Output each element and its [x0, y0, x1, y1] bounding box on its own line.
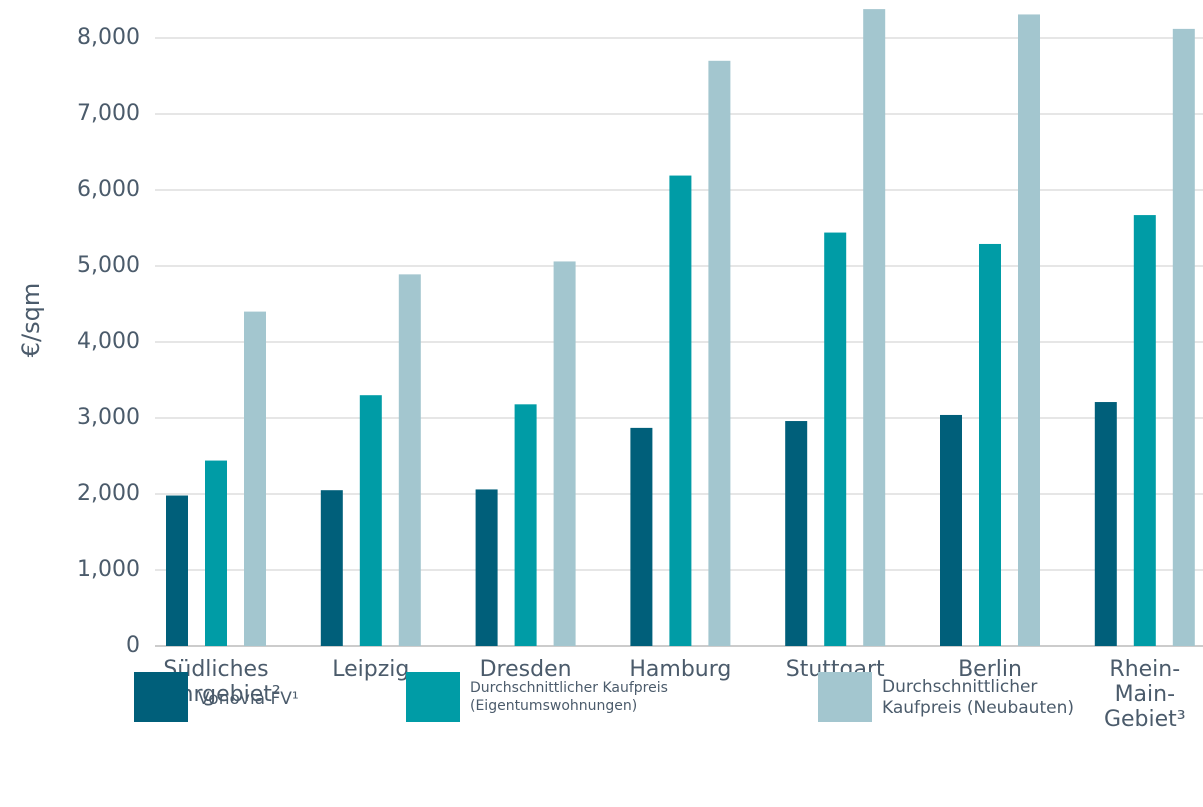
- bar: [630, 427, 653, 646]
- x-tick-label: Dresden: [480, 657, 572, 682]
- y-tick-label: 7,000: [77, 101, 140, 126]
- y-tick-label: 3,000: [77, 405, 140, 430]
- bar: [359, 395, 382, 646]
- y-tick-label: 2,000: [77, 481, 140, 506]
- bar: [205, 460, 227, 646]
- y-tick-label: 8,000: [77, 25, 140, 50]
- x-tick-label: Berlin: [958, 657, 1022, 682]
- bar: [320, 490, 343, 646]
- x-tick-label: Rhein-Main-Gebiet³: [1104, 657, 1186, 732]
- bar: [940, 414, 962, 646]
- bar: [475, 489, 498, 646]
- bar: [1172, 28, 1195, 646]
- legend-swatch: [818, 672, 872, 722]
- bar: [514, 404, 537, 646]
- bar: [1133, 215, 1156, 646]
- bar: [1094, 402, 1117, 646]
- legend-label: Vonovia FV¹: [198, 689, 299, 709]
- bar: [553, 261, 576, 646]
- bar: [785, 421, 808, 646]
- x-tick-label: Hamburg: [629, 657, 731, 682]
- bar: [244, 311, 266, 646]
- bar: [708, 60, 731, 647]
- legend-label: Durchschnittlicher Kaufpreis (Neubauten): [882, 677, 1074, 718]
- bar: [669, 175, 692, 646]
- y-tick-label: 1,000: [77, 557, 140, 582]
- y-tick-label: 0: [126, 633, 140, 658]
- y-tick-label: 4,000: [77, 329, 140, 354]
- bar: [863, 9, 886, 647]
- bar: [398, 274, 421, 646]
- bar: [824, 232, 847, 646]
- x-tick-label: Leipzig: [332, 657, 409, 682]
- y-axis-label: €/sqm: [17, 283, 45, 357]
- legend-swatch: [134, 672, 188, 722]
- y-tick-label: 5,000: [77, 253, 140, 278]
- legend-swatch: [406, 672, 460, 722]
- bar: [1018, 14, 1040, 646]
- bar: [166, 495, 188, 646]
- y-tick-label: 6,000: [77, 177, 140, 202]
- bar: [979, 243, 1001, 646]
- legend-label: Durchschnittlicher Kaufpreis (Eigentumswo…: [470, 680, 668, 714]
